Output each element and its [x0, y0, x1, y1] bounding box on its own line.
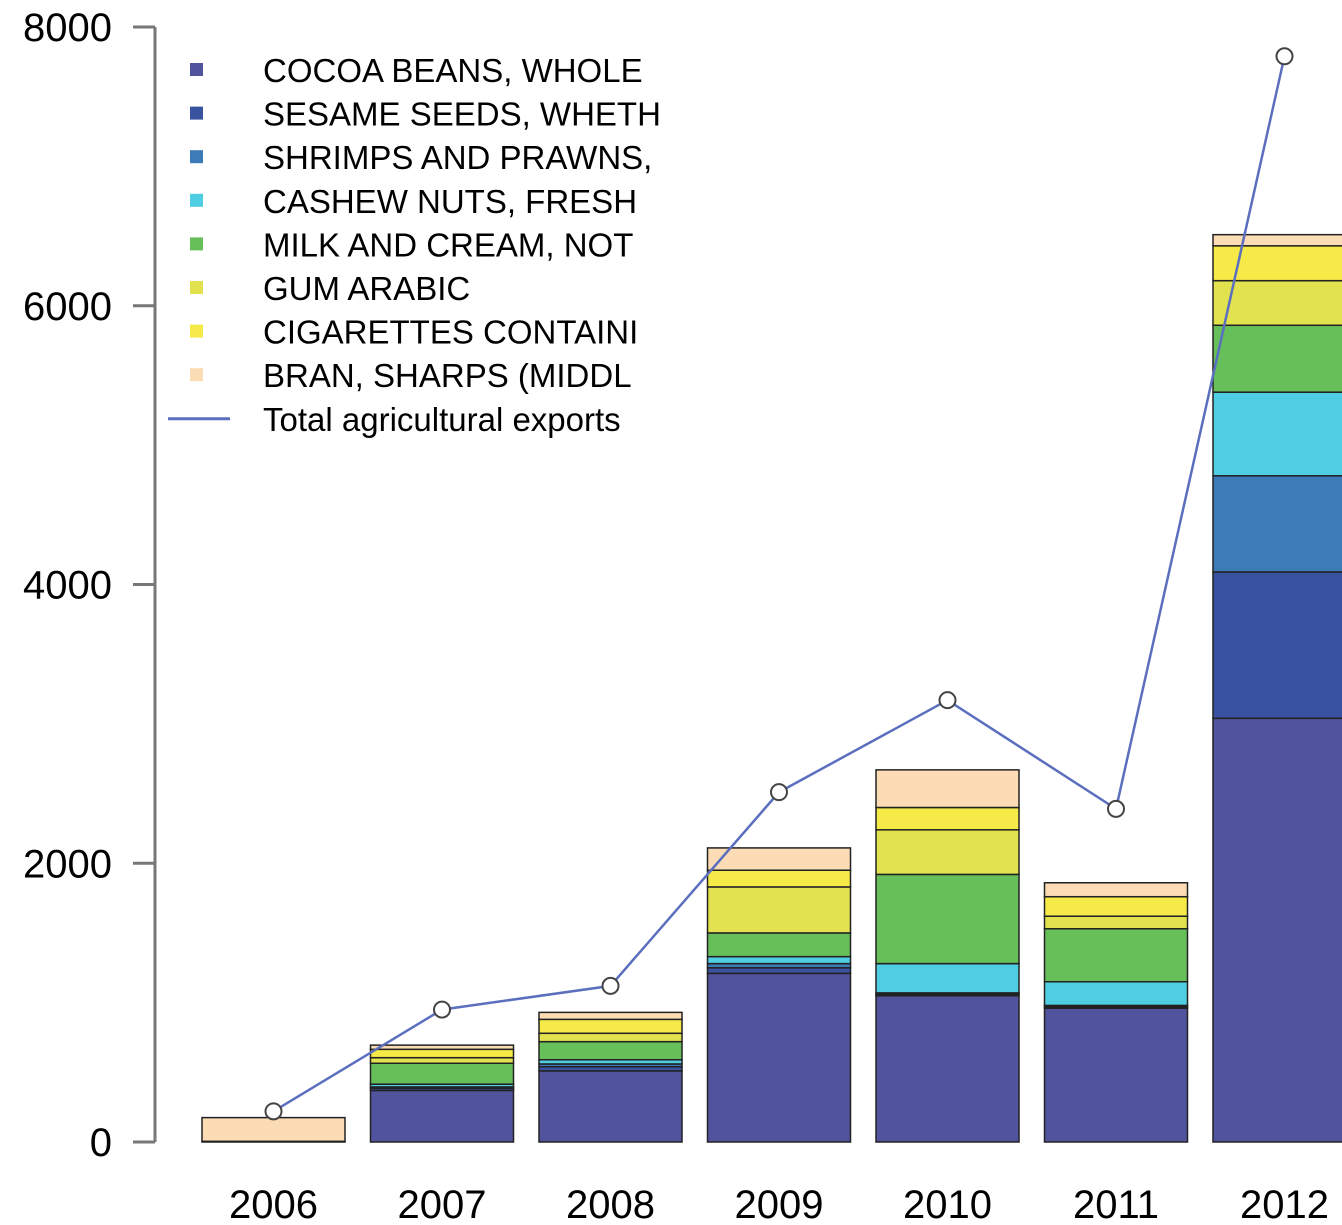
total-point-2008: [601, 976, 620, 995]
bar-segment-2012-s7: [1212, 233, 1342, 247]
y-tick-label: 2000: [23, 842, 112, 886]
bar-segment-2012-s4: [1212, 324, 1342, 393]
bar-segment-2008-s0: [538, 1070, 683, 1143]
bar-segment-2009-s7: [706, 847, 852, 871]
x-tick-label: 2010: [903, 1183, 992, 1225]
legend-swatch: [190, 63, 203, 76]
legend-label: MILK AND CREAM, NOT: [263, 226, 633, 263]
legend-label: CASHEW NUTS, FRESH: [263, 183, 637, 220]
bar-segment-2007-s4: [369, 1062, 515, 1085]
bar-2009: [706, 847, 852, 1143]
x-tick-label: 2009: [735, 1183, 824, 1225]
bar-segment-2009-s0: [706, 972, 852, 1143]
bar-2010: [875, 769, 1020, 1143]
x-axis-labels: 2006 2007 2008 2009 2010 2011 2012: [229, 1183, 1329, 1225]
legend-label: SHRIMPS AND PRAWNS,: [263, 139, 652, 176]
legend-label: CIGARETTES CONTAINI: [263, 314, 638, 351]
x-tick-label: 2008: [566, 1183, 655, 1225]
bar-segment-2010-s5: [875, 829, 1020, 876]
bar-segment-2008-s4: [538, 1040, 683, 1061]
bar-segment-2006-s7: [201, 1116, 346, 1143]
y-tick-label: 4000: [23, 564, 112, 608]
total-point-2006: [264, 1102, 283, 1121]
bar-segment-2012-s0: [1212, 717, 1342, 1143]
legend-swatch: [190, 106, 203, 120]
bar-segment-2009-s6: [706, 869, 852, 888]
bar-segment-2011-s5: [1043, 915, 1189, 930]
bar-segment-2011-s7: [1043, 882, 1189, 898]
bar-segment-2009-s1: [706, 967, 852, 975]
bar-segment-2010-s6: [875, 806, 1020, 831]
legend-swatch: [190, 237, 203, 251]
bar-2008: [538, 1011, 683, 1143]
bar-segment-2010-s3: [875, 962, 1020, 994]
bar-segment-2010-s4: [875, 873, 1020, 965]
bar-segment-2012-s6: [1212, 245, 1342, 282]
x-tick-label: 2012: [1240, 1183, 1329, 1225]
y-tick-label: 0: [90, 1121, 112, 1165]
bar-segment-2009-s4: [706, 932, 852, 958]
bar-2006: [201, 1116, 346, 1143]
bar-segment-2011-s3: [1043, 980, 1189, 1007]
bar-segment-2011-s6: [1043, 895, 1189, 917]
bar-2007: [369, 1044, 515, 1143]
bar-segment-2007-s5: [369, 1056, 515, 1065]
x-tick-label: 2006: [229, 1183, 318, 1225]
bar-segment-2008-s6: [538, 1018, 683, 1035]
legend-swatch: [190, 193, 203, 207]
total-point-2012: [1275, 47, 1294, 66]
legend-swatch: [190, 281, 203, 294]
legend-label: SESAME SEEDS, WHETH: [263, 96, 661, 133]
legend-label: COCOA BEANS, WHOLE: [263, 52, 643, 89]
bar-segment-2007-s7: [369, 1044, 515, 1051]
legend-label: BRAN, SHARPS (MIDDL: [263, 357, 632, 394]
bar-segment-2009-s3: [706, 955, 852, 965]
y-axis: 0 2000 4000 6000 8000: [23, 6, 157, 1165]
bar-segment-2008-s7: [538, 1011, 683, 1021]
legend-swatch: [190, 368, 203, 382]
bar-segment-2012-s2: [1212, 475, 1342, 573]
bar-segment-2010-s0: [875, 994, 1020, 1143]
bar-segment-2008-s5: [538, 1032, 683, 1043]
bar-segment-2007-s6: [369, 1048, 515, 1059]
legend-swatch: [190, 324, 203, 338]
total-point-2011: [1107, 799, 1125, 818]
bar-segment-2007-s0: [369, 1089, 515, 1143]
bar-segment-2012-s1: [1212, 571, 1342, 720]
bar-2011: [1043, 882, 1189, 1143]
bar-segment-2011-s4: [1043, 928, 1189, 983]
bar-segment-2010-s7: [875, 769, 1020, 809]
legend-swatch: [190, 150, 203, 164]
y-tick-label: 8000: [23, 6, 112, 50]
x-tick-label: 2011: [1073, 1183, 1159, 1225]
bar-segment-2011-s0: [1043, 1007, 1189, 1143]
legend-label: GUM ARABIC: [263, 270, 470, 307]
bars-layer: [201, 233, 1342, 1143]
total-line-layer: [264, 47, 1294, 1121]
bar-2012: [1212, 233, 1342, 1143]
x-tick-label: 2007: [398, 1183, 487, 1225]
y-tick-label: 6000: [23, 285, 112, 329]
bar-segment-2009-s5: [706, 886, 852, 934]
legend: COCOA BEANS, WHOLE SESAME SEEDS, WHETH SHR…: [168, 52, 661, 438]
bar-segment-2012-s5: [1212, 279, 1342, 327]
total-point-2010: [938, 691, 957, 710]
legend-label: Total agricultural exports: [263, 401, 621, 438]
bar-segment-2012-s3: [1212, 391, 1342, 477]
total-point-2009: [770, 783, 788, 802]
total-point-2007: [433, 1000, 451, 1019]
